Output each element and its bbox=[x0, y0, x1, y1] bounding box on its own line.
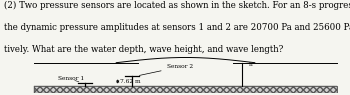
Text: h: h bbox=[248, 62, 252, 67]
Text: (2) Two pressure sensors are located as shown in the sketch. For an 8-s progress: (2) Two pressure sensors are located as … bbox=[4, 1, 350, 10]
Text: the dynamic pressure amplitudes at sensors 1 and 2 are 20700 Pa and 25600 Pa, re: the dynamic pressure amplitudes at senso… bbox=[4, 23, 350, 32]
Bar bbox=[34, 86, 337, 93]
Bar bbox=[34, 86, 337, 93]
Text: Sensor 2: Sensor 2 bbox=[139, 64, 193, 75]
Text: tively. What are the water depth, wave height, and wave length?: tively. What are the water depth, wave h… bbox=[4, 45, 284, 54]
Text: 7.62 m: 7.62 m bbox=[120, 79, 141, 84]
Text: Sensor 1: Sensor 1 bbox=[58, 76, 84, 81]
